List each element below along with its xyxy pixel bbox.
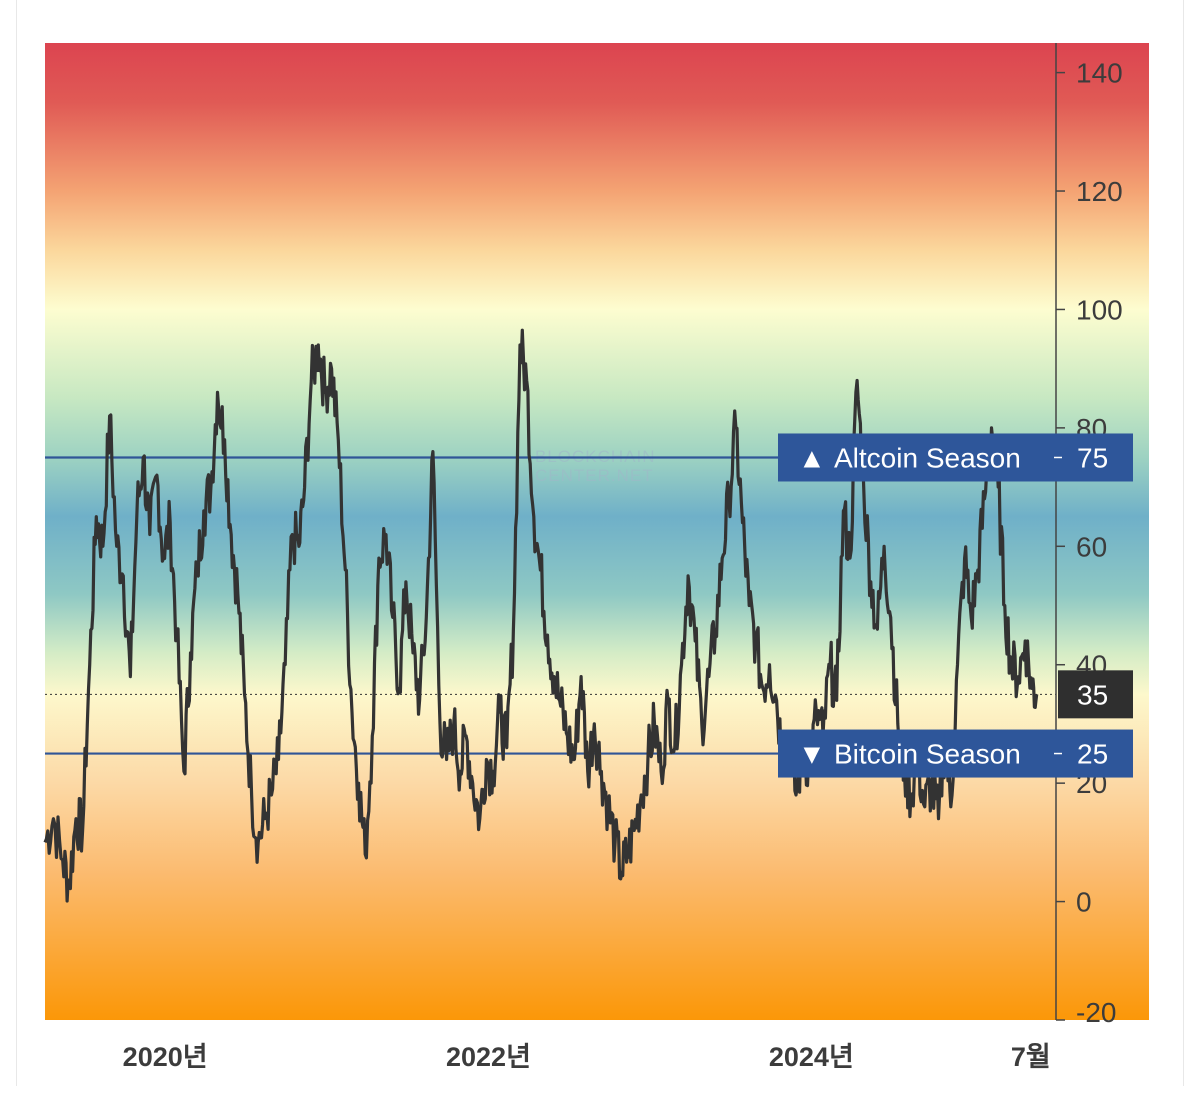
current-value-label: 35: [1077, 679, 1108, 710]
x-tick-label: 2020년: [123, 1042, 208, 1072]
threshold-label: Altcoin Season: [834, 442, 1021, 473]
threshold-labels: ▲ Altcoin Season 75 ▼ Bitcoin Season 25: [778, 433, 1133, 778]
watermark: BLOCKCHAIN CENTER.NET: [535, 447, 655, 485]
threshold-value: 75: [1077, 442, 1108, 473]
y-tick-label: 60: [1076, 531, 1107, 562]
y-tick-label: 120: [1076, 176, 1123, 207]
y-tick-label: 0: [1076, 887, 1092, 918]
y-tick-label: 140: [1076, 58, 1123, 89]
current-value-badge: 35: [1058, 670, 1133, 719]
plot-background: [45, 43, 1149, 1020]
current-value-badge-bg: [1058, 670, 1133, 719]
y-tick-label: 100: [1076, 294, 1123, 325]
series-line: [43, 328, 1039, 903]
threshold-label-bg-0: [778, 433, 1133, 482]
x-axis-ticks: 2020년 2022년 2024년 7월: [123, 1042, 1051, 1072]
x-tick-label: 7월: [1011, 1042, 1051, 1072]
threshold-symbol: ▼: [798, 739, 826, 770]
threshold-value: 25: [1077, 739, 1108, 770]
x-tick-label: 2022년: [446, 1042, 531, 1072]
threshold-label-bg-1: [778, 729, 1133, 778]
threshold-symbol: ▲: [798, 442, 826, 473]
x-tick-label: 2024년: [769, 1042, 854, 1072]
threshold-label: Bitcoin Season: [834, 739, 1021, 770]
watermark-line-2: CENTER.NET: [535, 466, 654, 485]
y-tick-label: -20: [1076, 997, 1116, 1028]
